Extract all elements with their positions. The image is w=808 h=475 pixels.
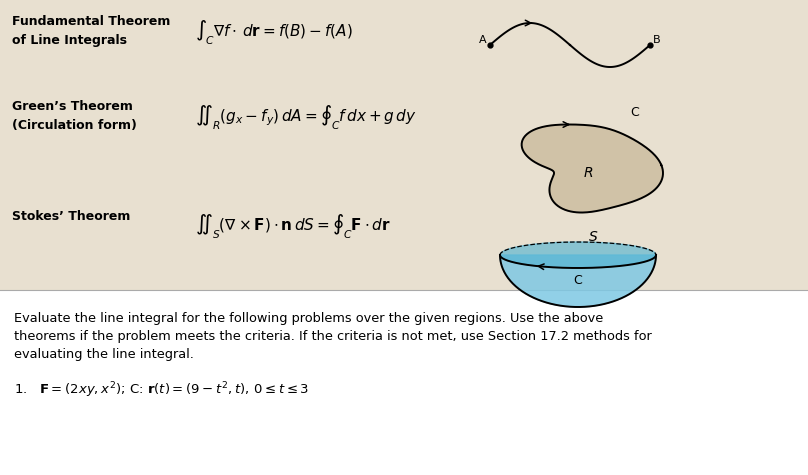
Text: Fundamental Theorem
of Line Integrals: Fundamental Theorem of Line Integrals <box>12 15 170 47</box>
Text: Green’s Theorem
(Circulation form): Green’s Theorem (Circulation form) <box>12 100 137 132</box>
Text: S: S <box>588 230 597 244</box>
Text: A: A <box>479 35 486 45</box>
Text: 1.   $\mathbf{F} = (2xy, x^2)$; C: $\mathbf{r}(t) = (9 - t^2, t),\, 0 \leq t \le: 1. $\mathbf{F} = (2xy, x^2)$; C: $\mathb… <box>14 380 309 399</box>
Text: $\iint_S (\nabla \times \mathbf{F})\cdot\mathbf{n}\, dS = \oint_C \mathbf{F}\cdo: $\iint_S (\nabla \times \mathbf{F})\cdot… <box>195 212 391 241</box>
Text: Stokes’ Theorem: Stokes’ Theorem <box>12 210 130 223</box>
Text: $\iint_R (g_x - f_y)\, dA = \oint_C f\, dx + g\, dy$: $\iint_R (g_x - f_y)\, dA = \oint_C f\, … <box>195 103 417 132</box>
Text: C: C <box>630 106 639 120</box>
Text: C: C <box>574 275 583 287</box>
Text: B: B <box>653 35 661 45</box>
Polygon shape <box>500 242 656 268</box>
Text: $\int_C \nabla f\cdot\, d\mathbf{r} = f(B) - f(A)$: $\int_C \nabla f\cdot\, d\mathbf{r} = f(… <box>195 18 353 47</box>
Text: Evaluate the line integral for the following problems over the given regions. Us: Evaluate the line integral for the follo… <box>14 312 604 325</box>
Polygon shape <box>522 124 663 212</box>
Text: theorems if the problem meets the criteria. If the criteria is not met, use Sect: theorems if the problem meets the criter… <box>14 330 652 343</box>
FancyBboxPatch shape <box>0 0 808 290</box>
Polygon shape <box>500 255 656 307</box>
Text: R: R <box>583 166 593 180</box>
Text: evaluating the line integral.: evaluating the line integral. <box>14 348 194 361</box>
